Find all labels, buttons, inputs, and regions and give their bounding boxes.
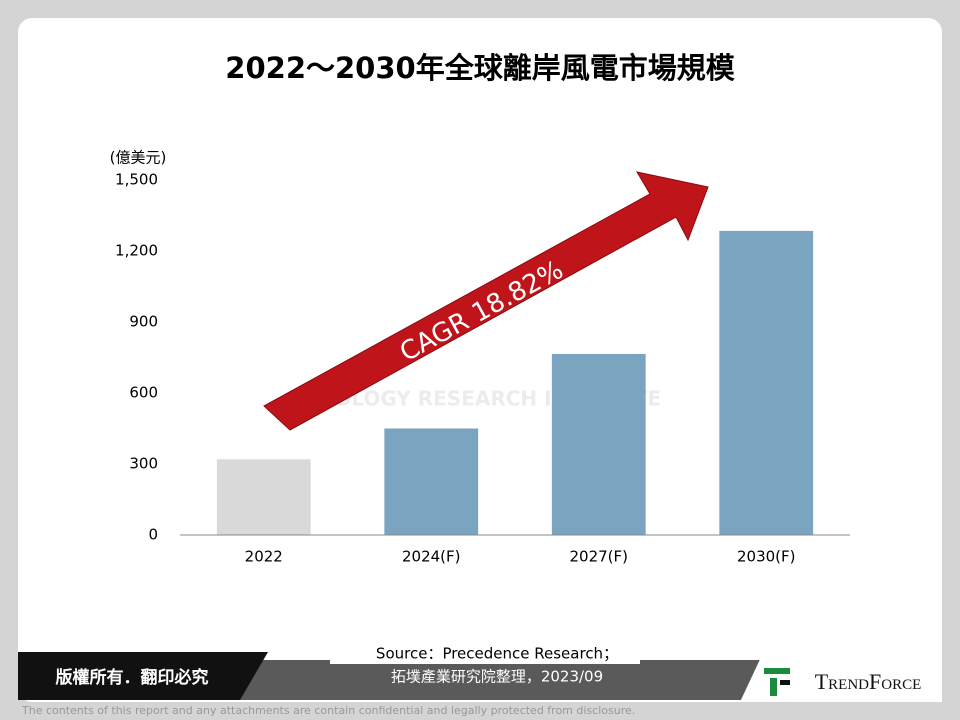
logo-box [740, 638, 942, 702]
bar [551, 353, 646, 535]
logo-icon [770, 678, 777, 696]
source-line: Source：Precedence Research； [376, 645, 618, 663]
logo-text: TrendForce [815, 669, 922, 694]
y-tick-label: 300 [129, 455, 158, 473]
bar [384, 428, 479, 535]
y-tick-label: 600 [129, 384, 158, 402]
disclaimer: The contents of this report and any atta… [21, 704, 635, 717]
y-tick-label: 1,500 [115, 171, 158, 189]
plot: 0 300 600 900 1,200 1,500 2022 2024(F) 2027(F) 20… [115, 171, 850, 566]
copyright-box [18, 652, 268, 700]
y-axis-label: (億美元) [110, 149, 167, 167]
bar [719, 230, 814, 535]
x-tick-label: 2022 [245, 548, 283, 566]
logo-icon [764, 668, 790, 674]
source-line: 拓墣產業研究院整理，2023/09 [391, 668, 603, 686]
x-tick-label: 2030(F) [737, 548, 796, 566]
y-tick-label: 0 [148, 526, 158, 544]
x-tick-label: 2027(F) [569, 548, 628, 566]
x-tick-label: 2024(F) [402, 548, 461, 566]
chart-title: 2022～2030年全球離岸風電市場規模 [225, 51, 735, 85]
logo-icon [780, 680, 790, 685]
source-bg [330, 642, 640, 664]
y-tick-label: 900 [129, 313, 158, 331]
y-tick-label: 1,200 [115, 242, 158, 260]
cagr-arrow [263, 171, 709, 431]
bar [216, 459, 311, 535]
copyright: 版權所有．翻印必究 [56, 667, 209, 688]
